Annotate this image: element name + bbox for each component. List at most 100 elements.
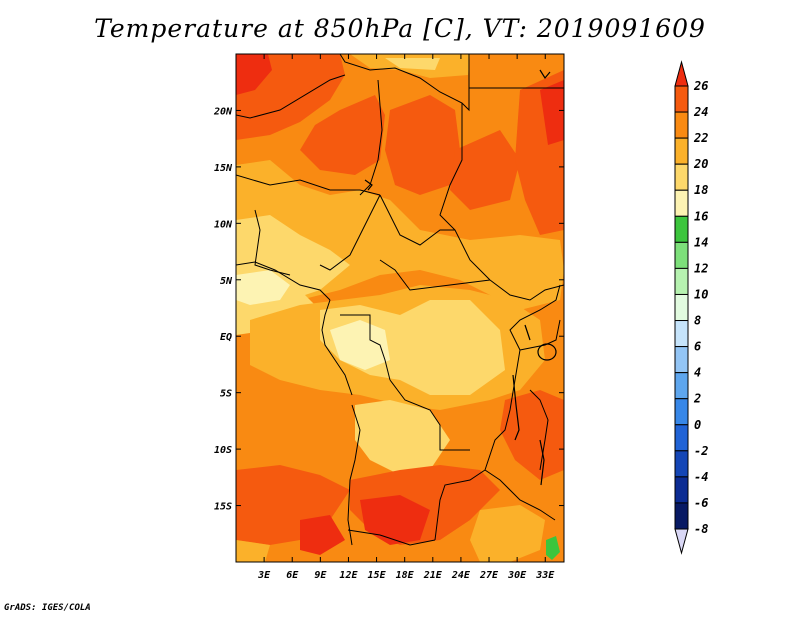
lake-nasser (539, 69, 551, 80)
border-mali-algeria (236, 74, 346, 119)
border-benin-togo (254, 209, 291, 276)
colorbar-segment (674, 320, 689, 348)
colorbar-level-label: 24 (693, 105, 708, 119)
lake-victoria (537, 343, 557, 361)
field-16-18-gabon (330, 320, 390, 370)
lat-tick-label: 15S (214, 502, 232, 513)
lat-tick-label: 10N (214, 219, 233, 230)
field-24-26-central-north (300, 95, 385, 175)
coast-angola (347, 404, 361, 546)
lon-tick-label: 24E (451, 570, 471, 581)
lon-tick-label: 6E (286, 570, 299, 581)
colorbar-segment (674, 267, 689, 295)
colorbar-level-label: 22 (693, 131, 708, 145)
colorbar-segment (674, 137, 689, 165)
colorbar-segment (674, 85, 689, 113)
coast-west-africa (236, 261, 331, 301)
colorbar-level-label: 4 (694, 366, 701, 380)
border-south-sudan (489, 279, 564, 301)
colorbar-level-label: 6 (694, 340, 701, 354)
map-frame (235, 53, 565, 563)
colorbar-level-label: -2 (694, 444, 708, 458)
field-18-20-libya (385, 58, 440, 70)
border-gabon-congo (340, 314, 391, 381)
field-26-nw-corner (236, 54, 272, 95)
colorbar-segment (674, 398, 689, 426)
lon-tick-label: 15E (368, 570, 387, 581)
colorbar-segment (674, 502, 689, 530)
border-uganda (519, 319, 561, 351)
field-24-26-sudan (450, 130, 520, 210)
border-drc-angola (389, 379, 470, 451)
field-26-zambia (360, 495, 430, 545)
colorbar-level-label: 8 (694, 314, 701, 328)
colorbar-level-label: 26 (693, 79, 708, 93)
map-title: Temperature at 850hPa [C], VT: 201909160… (94, 14, 706, 43)
field-12-14-south (546, 536, 560, 560)
lake-malawi (539, 439, 545, 486)
colorbar-segment (674, 293, 689, 322)
colorbar-segment (674, 241, 689, 269)
colorbar-level-label: -8 (694, 522, 708, 536)
colorbar-segment (674, 424, 689, 452)
field-24-26-se (500, 390, 564, 480)
colorbar-level-label: 14 (694, 235, 708, 249)
border-niger-nigeria (236, 174, 381, 196)
temperature-field (236, 54, 564, 562)
field-18-20-angola (355, 400, 450, 475)
border-mozambique (484, 469, 556, 521)
coast-gabon-congo (321, 299, 353, 396)
lon-tick-label: 33E (535, 570, 555, 581)
field-20-22-mozambique (470, 505, 545, 562)
colorbar-level-label: 0 (694, 418, 701, 432)
colorbar-level-label: 16 (694, 209, 708, 223)
colorbar-segment (674, 111, 689, 139)
border-car-drc (379, 259, 491, 291)
border-chad-car (379, 194, 455, 246)
grads-credit: GrADS: IGES/COLA (4, 603, 91, 613)
border-niger-chad (359, 79, 383, 196)
lat-tick-label: 5S (220, 389, 232, 400)
colorbar-segment (674, 346, 689, 374)
border-malawi (529, 389, 549, 471)
colorbar-upper-arrow (674, 60, 689, 87)
colorbar-level-label: 18 (694, 183, 708, 197)
lake-chad (364, 179, 373, 191)
colorbar-level-label: 20 (693, 157, 708, 171)
colorbar-segment (674, 372, 689, 400)
border-nigeria-cameroon (319, 194, 381, 271)
colorbar-level-label: -6 (694, 496, 708, 510)
field-20-22-sw-corner (236, 540, 270, 562)
colorbar-segment (674, 189, 689, 217)
lat-tick-label: 10S (214, 445, 232, 456)
colorbar-lower-arrow (674, 528, 689, 555)
border-libya-niger-chad (339, 54, 470, 112)
latitude-axis: 20N 15N 10N 5N EQ 5S 10S 15S (213, 106, 564, 513)
colorbar-segment (674, 476, 689, 504)
lon-tick-label: 27E (479, 570, 499, 581)
field-16-18-gulf (236, 270, 290, 305)
border-chad-sudan (439, 103, 491, 281)
border-zambia (434, 469, 486, 541)
border-namibia (347, 529, 436, 546)
longitude-axis: 3E 6E 9E 12E 15E 18E 21E 24E 27E 30E 33E (257, 54, 555, 581)
lat-tick-label: 20N (213, 106, 233, 117)
lat-tick-label: 15N (214, 163, 233, 174)
colorbar-level-label: 12 (694, 261, 708, 275)
lon-tick-label: 30E (507, 570, 527, 581)
lat-tick-label: 5N (220, 276, 233, 287)
colorbar-segment (674, 215, 689, 243)
lat-tick-label: EQ (220, 332, 232, 343)
lon-tick-label: 12E (339, 570, 358, 581)
lon-tick-label: 9E (314, 570, 327, 581)
colorbar-level-label: -4 (694, 470, 708, 484)
colorbar-segment (674, 450, 689, 478)
lon-tick-label: 3E (257, 570, 271, 581)
colorbar-segment (674, 163, 689, 191)
lakes (364, 69, 557, 486)
country-borders (236, 54, 564, 546)
lake-tanganyika (512, 374, 520, 441)
colorbar-level-label: 2 (693, 392, 701, 406)
